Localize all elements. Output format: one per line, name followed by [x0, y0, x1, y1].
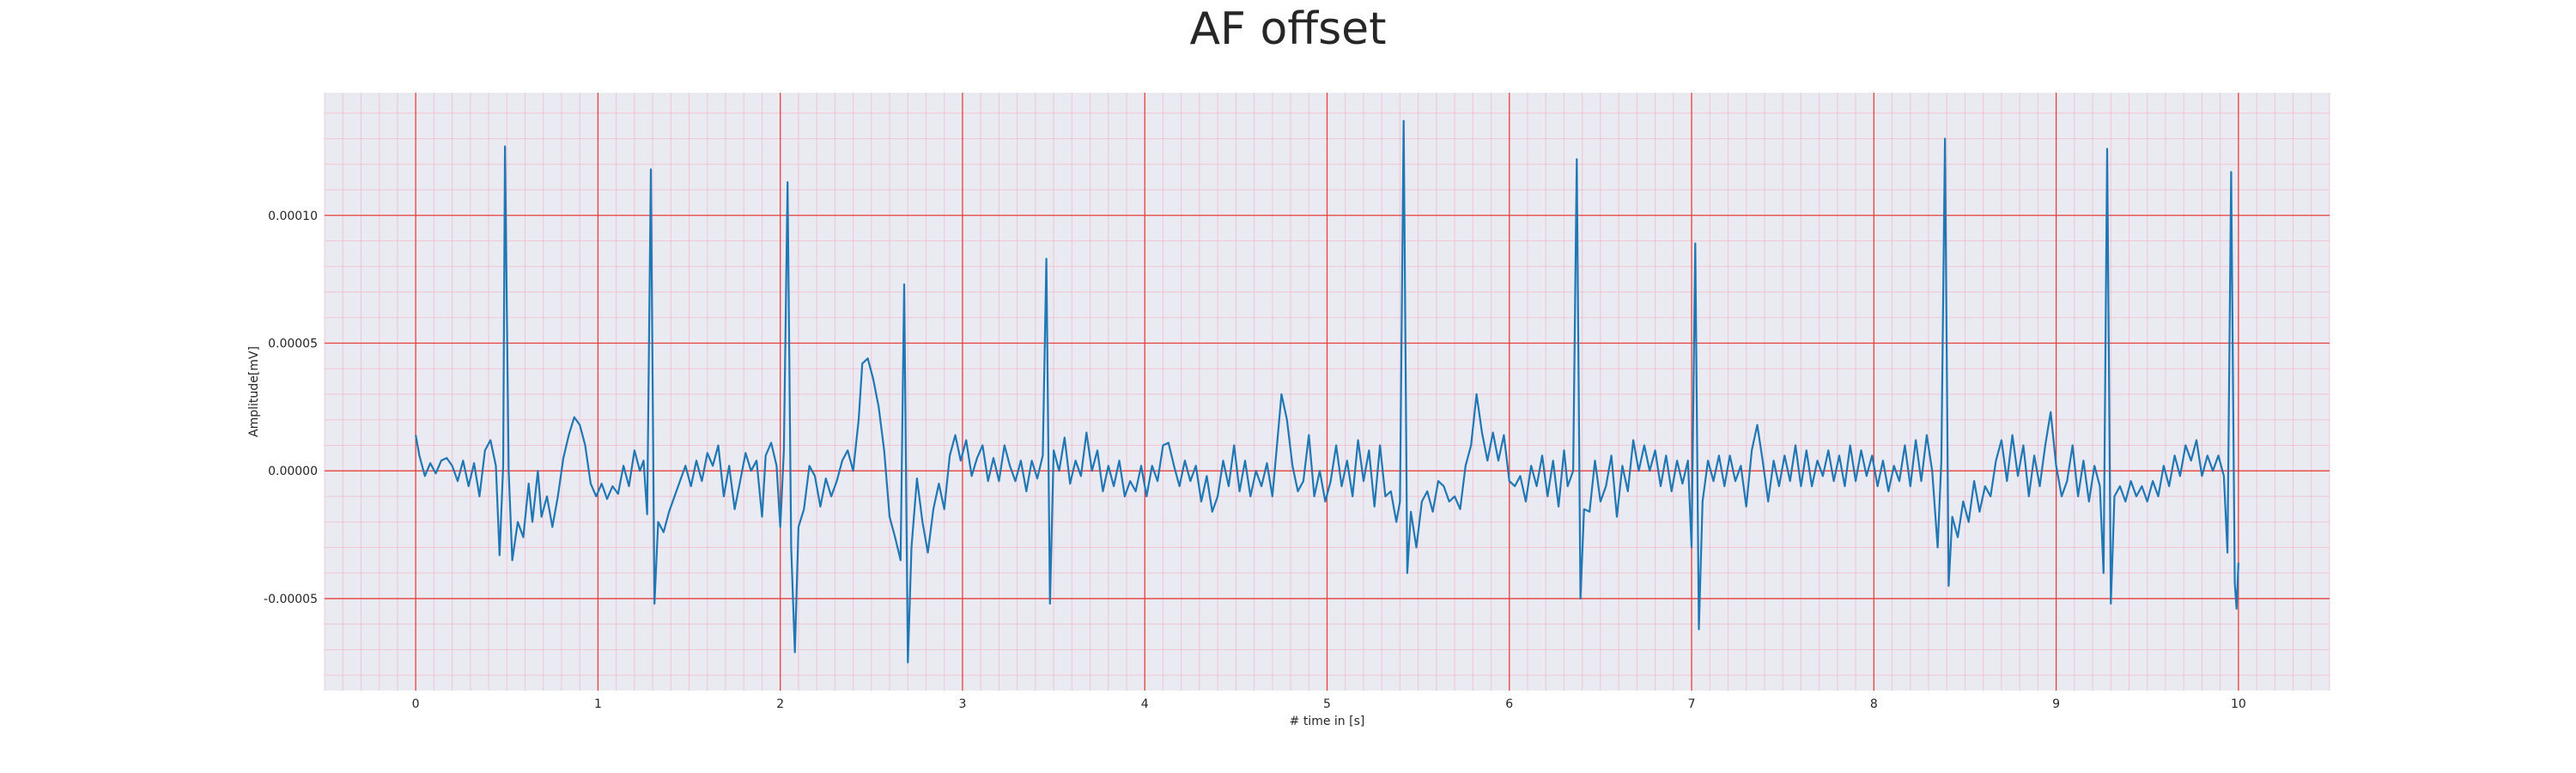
x-tick-label: 3 [958, 697, 966, 711]
chart-title: AF offset [1189, 3, 1387, 55]
x-tick-label: 1 [594, 697, 602, 711]
x-tick-label: 5 [1323, 697, 1331, 711]
x-tick-label: 0 [412, 697, 420, 711]
y-axis-label: Amplitude[mV] [247, 346, 261, 437]
y-tick-labels: -0.00005 0.00000 0.00005 0.00010 [264, 210, 318, 606]
x-tick-label: 9 [2052, 697, 2060, 711]
y-tick-label: -0.00005 [264, 593, 318, 606]
y-tick-label: 0.00005 [268, 337, 318, 350]
major-grid [325, 93, 2330, 691]
y-tick-label: 0.00000 [268, 465, 318, 478]
x-tick-label: 2 [776, 697, 784, 711]
series-line [415, 119, 2239, 664]
x-tick-label: 7 [1688, 697, 1696, 711]
y-tick-label: 0.00010 [268, 210, 318, 223]
x-tick-label: 4 [1141, 697, 1149, 711]
x-tick-label: 10 [2231, 697, 2246, 711]
x-axis-label: # time in [s] [1290, 715, 1365, 728]
x-tick-labels: 0 1 2 3 4 5 6 7 8 9 10 [412, 697, 2246, 711]
series-group [415, 119, 2239, 664]
x-tick-label: 6 [1505, 697, 1513, 711]
x-tick-label: 8 [1870, 697, 1878, 711]
